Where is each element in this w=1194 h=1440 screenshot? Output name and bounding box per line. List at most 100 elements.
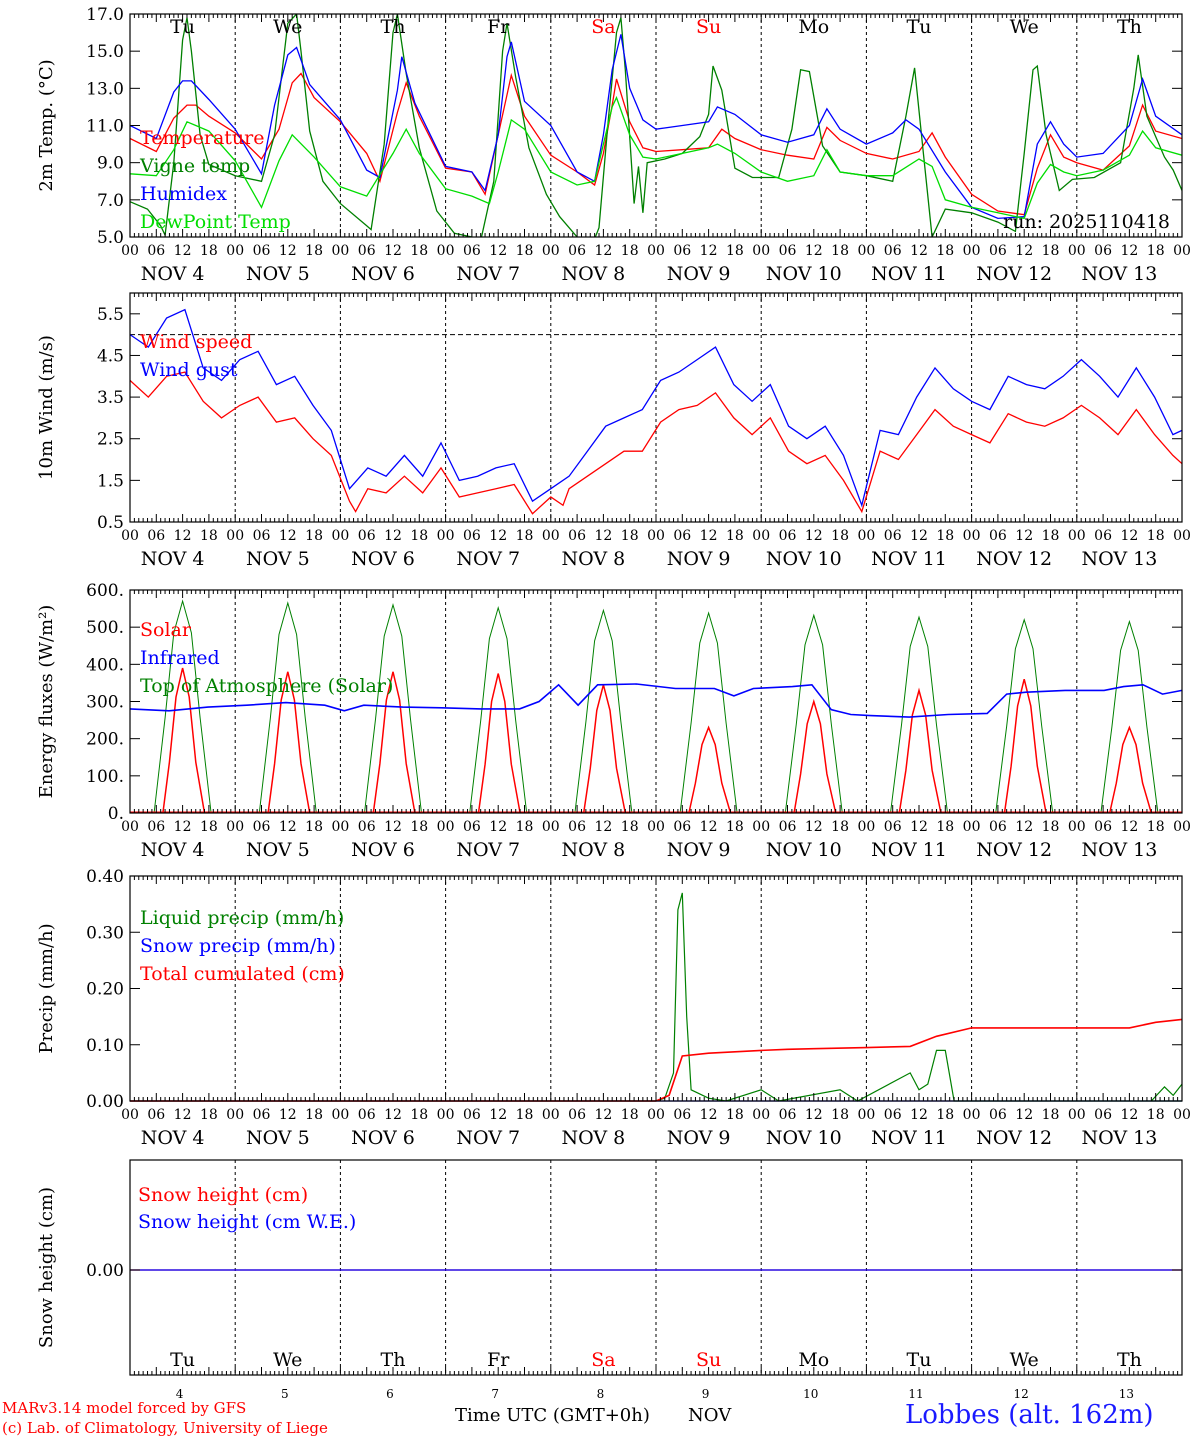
date-label: NOV 7 [456, 548, 520, 570]
hour-tick-label: 00 [226, 1107, 244, 1123]
date-label: NOV 5 [246, 839, 310, 861]
hour-tick-label: 18 [1147, 1107, 1165, 1123]
legend-solar: Solar [140, 619, 192, 641]
date-label: NOV 6 [351, 263, 415, 285]
y-tick-label: 5.5 [97, 305, 124, 325]
day-number-label: 10 [803, 1387, 818, 1401]
hour-tick-label: 06 [884, 819, 902, 835]
hour-tick-label: 00 [542, 1107, 560, 1123]
hour-tick-label: 00 [437, 1107, 455, 1123]
hour-tick-label: 06 [147, 243, 165, 259]
hour-tick-label: 12 [1015, 819, 1033, 835]
y-tick-label: 0.30 [86, 923, 124, 943]
hour-tick-label: 18 [305, 819, 323, 835]
legend-wind-gust: Wind gust [140, 359, 238, 381]
date-label: NOV 8 [562, 263, 626, 285]
hour-tick-label: 06 [1094, 819, 1112, 835]
series-toa-day-2 [258, 601, 317, 814]
hour-tick-label: 18 [726, 819, 744, 835]
hour-tick-label: 00 [121, 819, 139, 835]
hour-tick-label: 06 [147, 819, 165, 835]
hour-tick-label: 00 [542, 819, 560, 835]
y-tick-label: 0.20 [86, 980, 124, 1000]
date-label: NOV 13 [1081, 263, 1157, 285]
y-tick-label: 3.5 [97, 388, 124, 408]
y-tick-label: 500. [86, 618, 124, 638]
hour-tick-label: 00 [1173, 819, 1191, 835]
hour-tick-label: 12 [384, 528, 402, 544]
weekday-label: Tu [170, 1349, 195, 1371]
y-tick-label: 0.10 [86, 1036, 124, 1056]
series-solar-day-8 [898, 687, 942, 814]
run-label: run: 2025110418 [1003, 211, 1170, 233]
hour-tick-label: 18 [1147, 243, 1165, 259]
hour-tick-label: 06 [884, 528, 902, 544]
hour-tick-label: 00 [963, 528, 981, 544]
hour-tick-label: 12 [910, 819, 928, 835]
y-tick-label: 400. [86, 655, 124, 675]
date-label: NOV 5 [246, 548, 310, 570]
hour-tick-label: 06 [673, 528, 691, 544]
hour-tick-label: 00 [752, 1107, 770, 1123]
date-label: NOV 13 [1081, 548, 1157, 570]
series-wind-speed [129, 371, 1183, 515]
date-label: NOV 10 [766, 839, 842, 861]
hour-tick-label: 00 [963, 243, 981, 259]
date-label: NOV 4 [141, 839, 205, 861]
hour-tick-label: 00 [1173, 243, 1191, 259]
hour-tick-label: 18 [936, 243, 954, 259]
hour-tick-label: 18 [831, 528, 849, 544]
hour-tick-label: 00 [437, 819, 455, 835]
hour-tick-label: 18 [621, 528, 639, 544]
hour-tick-label: 18 [410, 528, 428, 544]
hour-tick-label: 06 [673, 243, 691, 259]
hour-tick-label: 00 [331, 1107, 349, 1123]
hour-tick-label: 06 [147, 1107, 165, 1123]
hour-tick-label: 18 [726, 528, 744, 544]
date-label: NOV 13 [1081, 839, 1157, 861]
hour-tick-label: 06 [358, 819, 376, 835]
hour-tick-label: 06 [463, 819, 481, 835]
weekday-label: Mo [798, 1349, 829, 1371]
series-total-cumulated [130, 1018, 1183, 1102]
hour-tick-label: 18 [1042, 1107, 1060, 1123]
y-tick-label: 0.5 [97, 513, 124, 533]
hour-tick-label: 18 [621, 819, 639, 835]
y-tick-label: 9.0 [97, 154, 124, 174]
hour-tick-label: 18 [305, 528, 323, 544]
legend-top-of-atmosphere-solar: Top of Atmosphere (Solar) [140, 675, 393, 697]
hour-tick-label: 12 [174, 819, 192, 835]
hour-tick-label: 00 [647, 819, 665, 835]
hour-tick-label: 00 [542, 243, 560, 259]
series-solar-day-6 [688, 725, 732, 814]
hour-tick-label: 12 [489, 1107, 507, 1123]
hour-tick-label: 06 [989, 243, 1007, 259]
date-label: NOV 10 [766, 548, 842, 570]
hour-tick-label: 12 [910, 1107, 928, 1123]
hour-tick-label: 12 [384, 243, 402, 259]
hour-tick-label: 12 [805, 1107, 823, 1123]
hour-tick-label: 18 [1147, 528, 1165, 544]
hour-tick-label: 12 [1015, 243, 1033, 259]
hour-tick-label: 12 [174, 528, 192, 544]
hour-tick-label: 18 [726, 243, 744, 259]
series-temperature [130, 72, 1182, 216]
date-label: NOV 11 [871, 839, 947, 861]
hour-tick-label: 00 [437, 243, 455, 259]
hour-tick-label: 06 [358, 528, 376, 544]
weekday-label: Th [381, 1349, 406, 1371]
weekday-label: Fr [487, 1349, 510, 1371]
series-toa-day-8 [890, 615, 948, 814]
date-label: NOV 11 [871, 1127, 947, 1149]
hour-tick-label: 12 [279, 528, 297, 544]
date-label: NOV 6 [351, 839, 415, 861]
hour-tick-label: 12 [700, 528, 718, 544]
hour-tick-label: 18 [831, 1107, 849, 1123]
hour-tick-label: 06 [253, 528, 271, 544]
y-tick-label: 0.40 [86, 867, 124, 887]
date-label: NOV 7 [456, 263, 520, 285]
hour-tick-label: 00 [963, 1107, 981, 1123]
hour-tick-label: 12 [805, 819, 823, 835]
hour-tick-label: 00 [437, 528, 455, 544]
station-label: Lobbes (alt. 162m) [905, 1400, 1154, 1430]
